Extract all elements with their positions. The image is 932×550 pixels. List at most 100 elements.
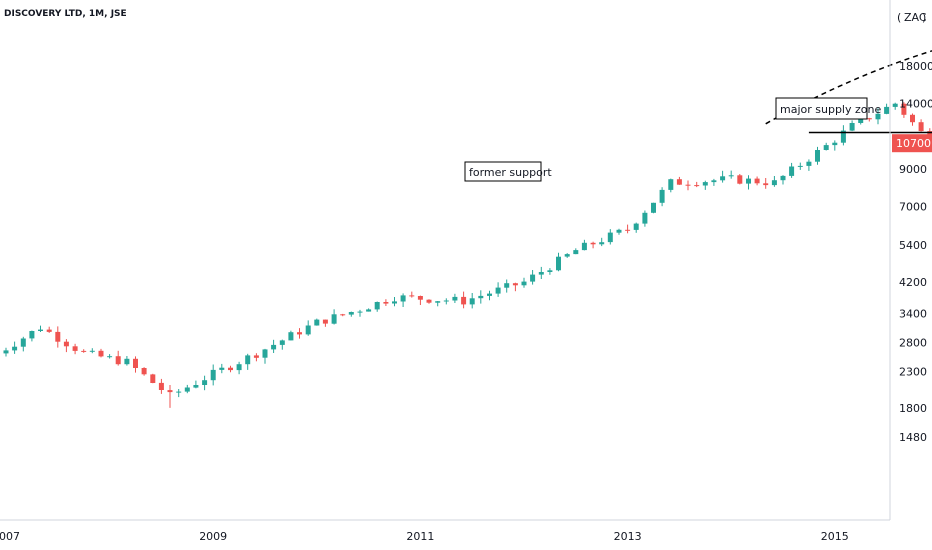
candle-body [763,183,769,186]
chart-title: DISCOVERY LTD, 1M, JSE [4,9,127,19]
candle-body [340,314,346,316]
candle-body [538,272,544,275]
candle-body [521,281,527,286]
candle-body [55,331,61,342]
y-tick-label: 18000 [899,60,932,73]
candle-body [400,295,406,302]
support-box [464,161,542,182]
candle-body [866,118,872,120]
candle-body [668,179,674,190]
candle-body [150,374,156,383]
candle-body [107,356,113,358]
candle-body [426,299,432,303]
candle-body [633,223,639,230]
candle-body [141,368,147,375]
candle-body [616,229,622,233]
supply-zone-label: major supply zone [780,103,881,116]
candle-body [176,391,182,393]
supply-zone-box [775,97,868,120]
candle-body [530,274,536,282]
candle-body [236,364,242,371]
candle-body [728,175,734,177]
candle-body [89,350,95,352]
candle-body [642,212,648,224]
candle-body [625,229,631,231]
candle-body [98,350,104,357]
candle-body [901,103,907,115]
candle-body [219,367,225,370]
candle-body [357,311,363,313]
rounding-top-arc [765,50,932,125]
candle-body [29,331,35,339]
y-axis[interactable]: 1480 1800 2300 2800 3400 4200 5400 7000 9000 1400… [892,60,932,444]
candle-body [918,122,924,132]
candle-body [797,165,803,167]
candle-body [685,184,691,186]
candle-body [184,387,190,392]
candle-body [789,166,795,176]
candle-body [133,358,138,368]
candle-body [884,106,890,114]
currency-label: ZAC [904,11,927,24]
candle-body [314,319,320,326]
y-tick-label: 4200 [899,276,927,289]
candle-body [3,350,9,354]
candle-body [564,254,570,257]
candle-body [590,242,596,245]
candle-body [659,189,665,203]
candle-body [512,283,518,286]
drawings [765,50,932,134]
candle-body [443,300,449,302]
candle-body [115,356,121,365]
candle-body [711,180,717,183]
last-price-label: 10700 [896,137,931,150]
candle-body [556,256,561,271]
last-price-badge [892,134,932,153]
candle-body [547,270,553,272]
candle-body [858,118,864,123]
candle-body [754,178,760,184]
candle-body [504,283,510,288]
candle-body [46,329,52,332]
x-axis[interactable]: 200720092011201320152017201920212023 [0,530,932,543]
x-tick-label: 2011 [406,530,434,543]
candle-body [581,242,587,251]
y-tick-label: 1480 [899,431,927,444]
y-tick-label: 2300 [899,366,927,379]
candle-body [832,142,838,146]
candle-body [193,385,199,388]
candle-body [245,355,251,365]
candle-body [435,301,441,303]
candle-body [461,296,467,305]
x-tick-label: 2007 [0,530,20,543]
candle-body [38,329,43,331]
candle-body [875,113,881,120]
candle-body [12,346,18,351]
candle-body [417,296,423,300]
candle-body [823,145,829,150]
x-tick-label: 2009 [199,530,227,543]
candle-body [253,355,259,358]
candle-body [288,332,294,341]
support-label: former support [469,166,552,179]
candle-body [392,301,397,304]
candle-body [158,382,164,390]
candle-body [374,302,380,310]
y-tick-label: 7000 [899,200,927,213]
candle-body [452,296,458,301]
candle-body [694,185,700,187]
candle-body [840,130,846,143]
candle-body [124,358,130,365]
y-tick-label: 3400 [899,308,927,321]
candle-body [72,346,78,351]
x-tick-label: 2015 [821,530,849,543]
candle-body [297,332,302,335]
candle-body [383,302,389,304]
candle-body [202,380,208,385]
candle-body [63,341,69,347]
candle-body [469,298,475,305]
candle-body [607,232,613,243]
candle-body [815,150,820,162]
